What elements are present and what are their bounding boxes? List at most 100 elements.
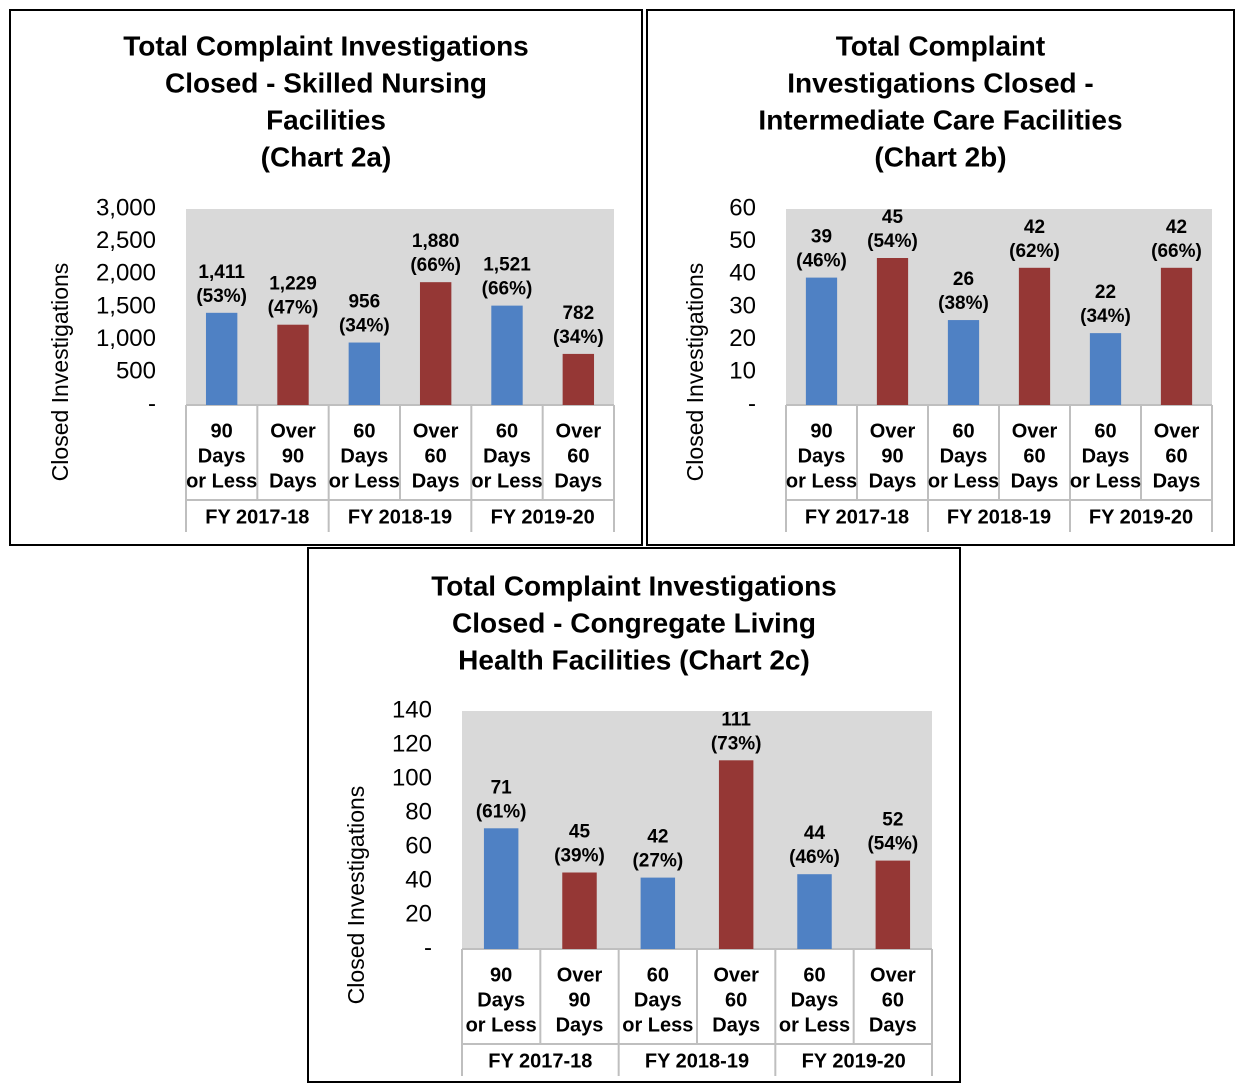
x-tick-label: or Less xyxy=(928,470,999,492)
x-tick-label: Over xyxy=(556,420,602,442)
x-tick-label: 60 xyxy=(567,445,589,467)
value-label: 42 xyxy=(1024,217,1045,238)
y-tick-label: 30 xyxy=(729,292,756,319)
x-tick-label: Days xyxy=(483,445,531,467)
x-tick-label: Over xyxy=(1012,420,1058,442)
chart-title: Total Complaint Investigations xyxy=(431,570,837,601)
chart-title: Health Facilities (Chart 2c) xyxy=(458,644,810,675)
x-tick-label: 60 xyxy=(882,989,904,1011)
percent-label: (34%) xyxy=(339,316,390,337)
x-tick-label: Days xyxy=(791,989,839,1011)
value-label: 1,880 xyxy=(412,231,460,252)
bar xyxy=(419,282,452,405)
bar xyxy=(1089,333,1122,405)
group-label: FY 2017-18 xyxy=(488,1050,592,1072)
bar xyxy=(718,760,754,949)
x-tick-label: 60 xyxy=(952,420,974,442)
group-label: FY 2019-20 xyxy=(491,506,595,528)
percent-label: (54%) xyxy=(867,231,918,252)
y-tick-label: 80 xyxy=(405,798,432,825)
x-tick-label: 60 xyxy=(1165,445,1187,467)
y-tick-label: 2,500 xyxy=(96,227,156,254)
chart-frame xyxy=(9,9,643,546)
value-label: 22 xyxy=(1095,282,1116,303)
value-label: 52 xyxy=(882,810,903,831)
y-axis-label: Closed Investigations xyxy=(47,263,73,482)
x-tick-label: 60 xyxy=(725,989,747,1011)
bar xyxy=(491,305,523,405)
y-tick-label: 50 xyxy=(729,227,756,254)
y-tick-label: 40 xyxy=(405,866,432,893)
x-tick-label: 60 xyxy=(803,964,825,986)
value-label: 45 xyxy=(569,822,591,843)
y-tick-label: 60 xyxy=(729,194,756,221)
y-tick-label: - xyxy=(148,390,156,417)
x-tick-label: Days xyxy=(554,470,602,492)
value-label: 42 xyxy=(1166,217,1187,238)
chart-title: (Chart 2b) xyxy=(874,141,1006,172)
chart-title: Investigations Closed - xyxy=(787,67,1094,98)
group-label: FY 2019-20 xyxy=(802,1050,906,1072)
group-label: FY 2019-20 xyxy=(1089,506,1193,528)
value-label: 26 xyxy=(953,269,974,290)
x-tick-label: Over xyxy=(413,420,459,442)
x-tick-label: Days xyxy=(340,445,388,467)
y-tick-label: 60 xyxy=(405,832,432,859)
x-tick-label: Days xyxy=(940,445,988,467)
group-label: FY 2018-19 xyxy=(947,506,1051,528)
bar xyxy=(797,874,832,949)
bar xyxy=(205,312,238,405)
x-tick-label: Days xyxy=(556,1014,604,1036)
value-label: 71 xyxy=(491,777,513,798)
y-tick-label: 20 xyxy=(729,325,756,352)
bar xyxy=(876,258,909,405)
bar xyxy=(483,828,519,949)
value-label: 1,411 xyxy=(198,262,245,283)
percent-label: (66%) xyxy=(410,255,461,276)
x-tick-label: 60 xyxy=(353,420,375,442)
group-label: FY 2018-19 xyxy=(645,1050,749,1072)
chart-frame xyxy=(307,547,961,1083)
x-tick-label: or Less xyxy=(471,470,542,492)
x-tick-label: Days xyxy=(634,989,682,1011)
chart-title: (Chart 2a) xyxy=(261,141,392,172)
bar xyxy=(562,872,597,949)
percent-label: (61%) xyxy=(476,801,527,822)
percent-label: (46%) xyxy=(796,251,847,272)
x-tick-label: 90 xyxy=(282,445,304,467)
value-label: 39 xyxy=(811,227,832,248)
bar xyxy=(640,877,676,949)
x-tick-label: or Less xyxy=(786,470,857,492)
x-tick-label: 90 xyxy=(490,964,512,986)
y-tick-label: 1,000 xyxy=(96,325,156,352)
value-label: 111 xyxy=(721,709,751,730)
x-tick-label: Days xyxy=(1082,445,1130,467)
x-tick-label: Over xyxy=(557,964,603,986)
y-axis-label: Closed Investigations xyxy=(682,263,708,482)
x-tick-label: Days xyxy=(869,1014,917,1036)
chart-title: Total Complaint xyxy=(836,30,1045,61)
x-tick-label: Days xyxy=(869,470,917,492)
plot-area xyxy=(186,209,614,405)
chart-title: Closed - Congregate Living xyxy=(452,607,816,638)
percent-label: (46%) xyxy=(789,847,840,868)
percent-label: (27%) xyxy=(632,851,683,872)
y-axis-label: Closed Investigations xyxy=(343,786,369,1005)
value-label: 1,229 xyxy=(269,274,317,295)
percent-label: (66%) xyxy=(1151,241,1202,262)
percent-label: (53%) xyxy=(196,286,247,307)
x-tick-label: Over xyxy=(870,420,916,442)
x-tick-label: or Less xyxy=(1070,470,1141,492)
bar xyxy=(875,860,911,949)
value-label: 42 xyxy=(647,827,668,848)
y-tick-label: 20 xyxy=(405,900,432,927)
x-tick-label: or Less xyxy=(622,1014,693,1036)
chart-title: Facilities xyxy=(266,104,386,135)
bar xyxy=(1018,267,1051,405)
x-tick-label: Over xyxy=(1154,420,1200,442)
x-tick-label: 90 xyxy=(211,420,233,442)
percent-label: (34%) xyxy=(553,327,604,348)
y-tick-label: 3,000 xyxy=(96,194,156,221)
y-tick-label: 120 xyxy=(392,730,432,757)
x-tick-label: 60 xyxy=(496,420,518,442)
